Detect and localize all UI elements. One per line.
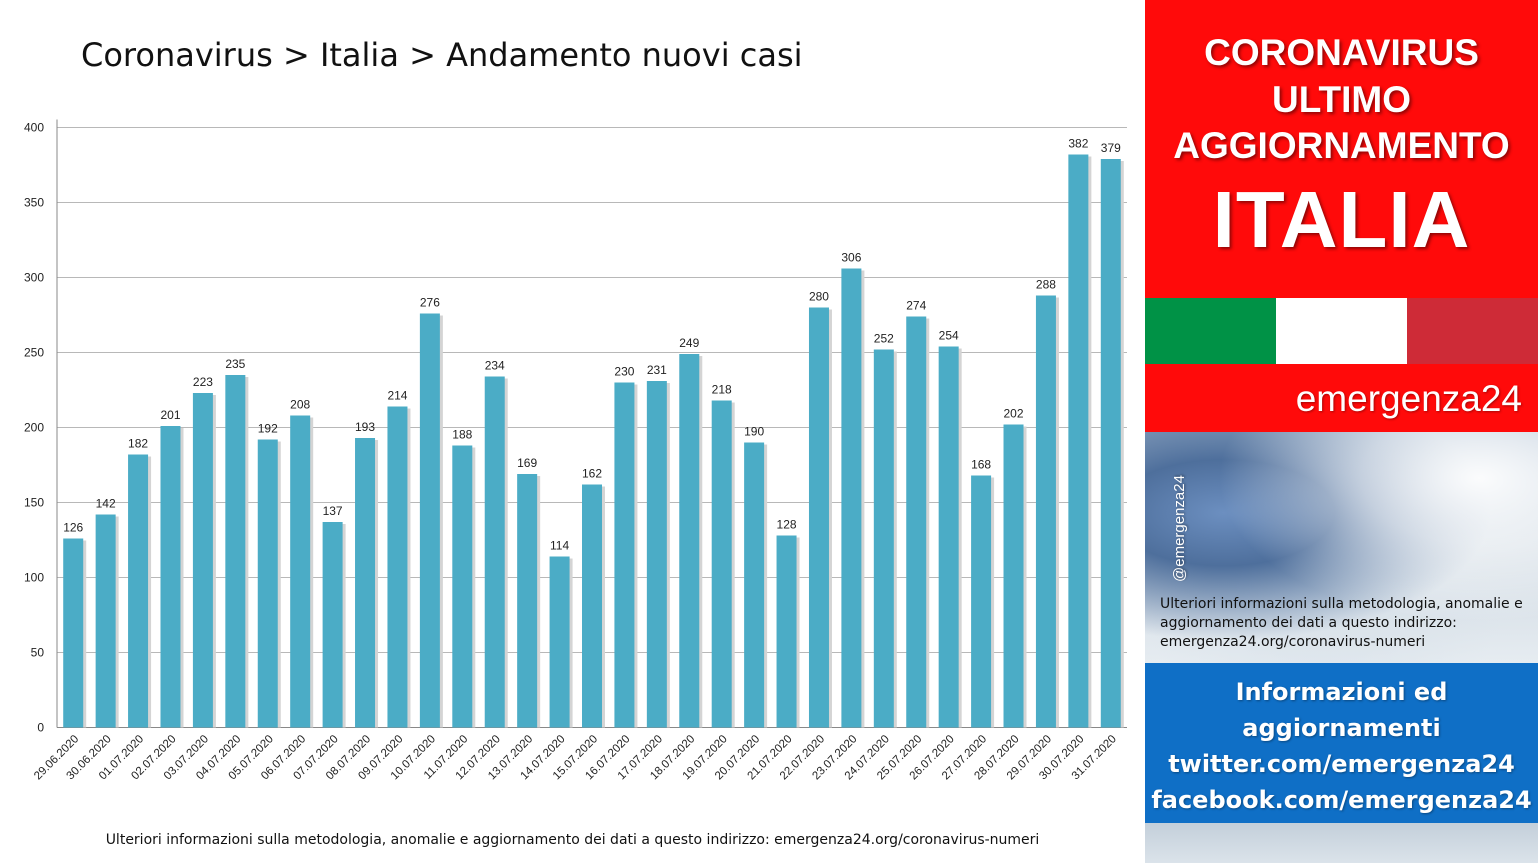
bar — [1035, 295, 1056, 728]
data-label: 249 — [679, 336, 699, 350]
data-label: 192 — [258, 422, 278, 436]
data-label: 114 — [550, 539, 569, 553]
data-label: 201 — [160, 408, 180, 422]
data-label: 142 — [96, 497, 116, 511]
data-label: 274 — [906, 299, 926, 313]
bar — [517, 474, 538, 728]
data-label: 254 — [939, 329, 959, 343]
data-label: 169 — [517, 456, 537, 470]
bar — [257, 439, 278, 728]
social-handle: @emergenza24 — [1171, 475, 1188, 582]
info-line-2: aggiornamenti — [1242, 714, 1441, 742]
bar — [419, 313, 440, 728]
headline-line-3: AGGIORNAMENTO — [1173, 125, 1510, 166]
data-label: 162 — [582, 467, 602, 481]
data-label: 235 — [225, 357, 245, 371]
data-label: 126 — [63, 521, 83, 535]
facebook-link[interactable]: facebook.com/emergenza24 — [1151, 786, 1532, 814]
data-label: 188 — [452, 428, 472, 442]
italian-flag-icon — [1145, 298, 1538, 364]
data-label: 128 — [777, 518, 797, 532]
headline-line-2: ULTIMO — [1271, 79, 1412, 120]
bar — [160, 426, 181, 728]
data-label: 382 — [1068, 137, 1088, 151]
brand-bar: emergenza24 — [1145, 364, 1538, 432]
bar — [582, 484, 602, 728]
y-tick-label: 100 — [24, 571, 44, 585]
y-tick-label: 300 — [24, 271, 44, 285]
bar — [1003, 424, 1024, 728]
data-label: 234 — [485, 359, 505, 373]
y-tick-label: 400 — [24, 121, 44, 135]
bottom-strip — [1145, 823, 1538, 863]
data-label: 168 — [971, 458, 991, 472]
data-label: 202 — [1003, 407, 1023, 421]
y-tick-label: 150 — [24, 496, 44, 510]
bar — [873, 349, 894, 728]
bar — [192, 393, 213, 728]
sidebar: CORONAVIRUS ULTIMO AGGIORNAMENTO ITALIA … — [1145, 0, 1538, 863]
bar — [95, 514, 116, 728]
bar — [938, 346, 959, 728]
bar — [679, 354, 700, 728]
bar — [452, 445, 473, 728]
bar — [225, 375, 246, 728]
bar — [841, 268, 862, 728]
data-label: 306 — [841, 251, 861, 265]
bar — [549, 556, 570, 728]
bar — [614, 382, 635, 728]
background-photo: @emergenza24 Ulteriori informazioni sull… — [1145, 432, 1538, 663]
data-label: 379 — [1101, 141, 1121, 155]
bar — [776, 535, 797, 728]
bar — [646, 381, 667, 728]
data-label: 214 — [387, 389, 407, 403]
bar — [355, 438, 376, 728]
data-label: 231 — [647, 363, 667, 377]
flag-green-stripe — [1145, 298, 1276, 364]
bar — [808, 307, 829, 728]
twitter-link[interactable]: twitter.com/emergenza24 — [1168, 750, 1515, 778]
y-tick-label: 250 — [24, 346, 44, 360]
chart-title: Coronavirus > Italia > Andamento nuovi c… — [81, 36, 803, 74]
bar-chart: 05010015020025030035040012629.06.2020142… — [24, 119, 1127, 782]
y-tick-label: 50 — [31, 646, 45, 660]
footnote: Ulteriori informazioni sulla metodologia… — [105, 832, 1040, 848]
data-label: 288 — [1036, 278, 1056, 292]
bar — [322, 522, 343, 728]
headline-panel: CORONAVIRUS ULTIMO AGGIORNAMENTO ITALIA — [1145, 0, 1538, 298]
headline-line-1: CORONAVIRUS — [1204, 32, 1479, 73]
data-label: 208 — [290, 398, 310, 412]
country-title: ITALIA — [1212, 175, 1471, 264]
bar — [1100, 159, 1121, 728]
info-line-1: Informazioni ed — [1235, 678, 1448, 706]
data-label: 182 — [128, 437, 148, 451]
bar — [971, 475, 992, 728]
bar — [1068, 154, 1089, 728]
data-label: 223 — [193, 375, 213, 389]
bar — [63, 538, 84, 728]
data-label: 137 — [323, 504, 343, 518]
bar — [290, 415, 311, 728]
flag-white-stripe — [1276, 298, 1407, 364]
data-label: 252 — [874, 332, 894, 346]
y-tick-label: 200 — [24, 421, 44, 435]
data-label: 280 — [809, 290, 829, 304]
bar — [906, 316, 927, 728]
side-note: Ulteriori informazioni sulla metodologia… — [1160, 596, 1523, 650]
brand-name: emergenza24 — [1295, 378, 1522, 419]
data-label: 230 — [614, 365, 634, 379]
info-box: Informazioni ed aggiornamenti twitter.co… — [1145, 663, 1538, 823]
y-tick-label: 0 — [37, 721, 44, 735]
data-label: 218 — [712, 383, 732, 397]
bar — [387, 406, 408, 728]
bar — [128, 454, 149, 728]
data-label: 276 — [420, 296, 440, 310]
bar — [744, 442, 765, 728]
flag-red-stripe — [1407, 298, 1538, 364]
bar — [711, 400, 732, 728]
data-label: 190 — [744, 425, 764, 439]
data-label: 193 — [355, 420, 375, 434]
bar — [484, 376, 505, 728]
y-tick-label: 350 — [24, 196, 44, 210]
